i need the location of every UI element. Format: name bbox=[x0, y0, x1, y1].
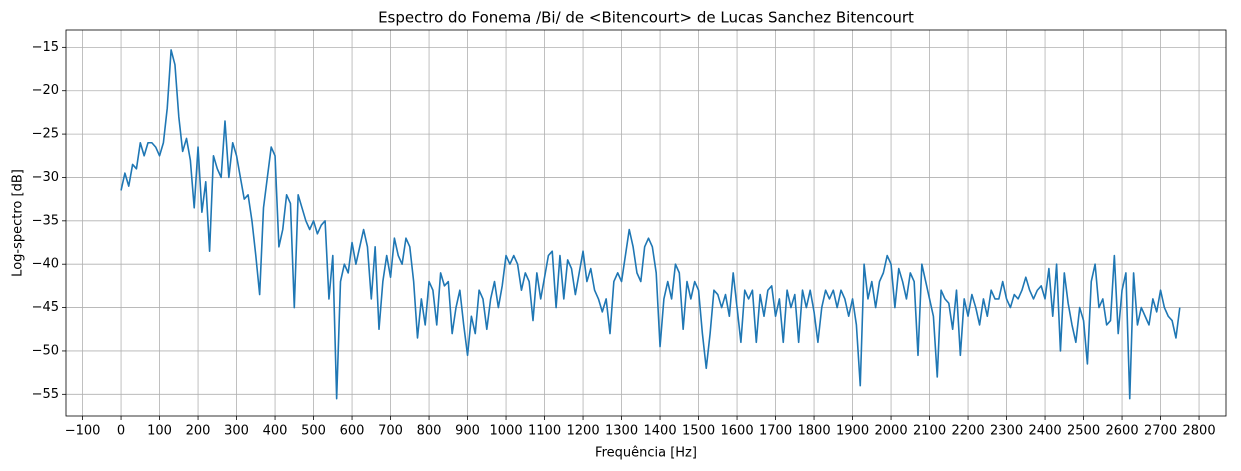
x-tick-label: 1800 bbox=[798, 424, 831, 439]
plot-frame bbox=[65, 29, 1227, 417]
x-axis-label: Frequência [Hz] bbox=[595, 446, 697, 461]
x-tick-label: 1000 bbox=[490, 424, 523, 439]
x-tick-label: 400 bbox=[263, 424, 288, 439]
y-tick-label: −40 bbox=[32, 257, 59, 272]
x-tick-label: 0 bbox=[117, 424, 125, 439]
x-tick-label: 2100 bbox=[913, 424, 946, 439]
y-tick-label: −15 bbox=[32, 40, 59, 55]
x-tick-label: −100 bbox=[65, 424, 101, 439]
x-tick-label: 2700 bbox=[1144, 424, 1177, 439]
x-tick-label: 900 bbox=[455, 424, 480, 439]
x-tick-label: 1900 bbox=[836, 424, 869, 439]
x-tick-label: 2600 bbox=[1106, 424, 1139, 439]
x-tick-label: 1700 bbox=[759, 424, 792, 439]
x-tick-label: 800 bbox=[417, 424, 442, 439]
x-tick-label: 1500 bbox=[682, 424, 715, 439]
x-tick-label: 1300 bbox=[605, 424, 638, 439]
y-tick-label: −45 bbox=[32, 300, 59, 315]
x-tick-label: 700 bbox=[378, 424, 403, 439]
x-tick-label: 1400 bbox=[644, 424, 677, 439]
x-tick-label: 2500 bbox=[1067, 424, 1100, 439]
x-tick-label: 300 bbox=[224, 424, 249, 439]
x-tick-label: 500 bbox=[301, 424, 326, 439]
x-tick-label: 2000 bbox=[875, 424, 908, 439]
y-tick-label: −55 bbox=[32, 387, 59, 402]
x-tick-label: 1200 bbox=[567, 424, 600, 439]
y-tick-label: −35 bbox=[32, 213, 59, 228]
x-tick-label: 2300 bbox=[990, 424, 1023, 439]
y-tick-label: −25 bbox=[32, 127, 59, 142]
y-tick-label: −30 bbox=[32, 170, 59, 185]
x-tick-label: 200 bbox=[186, 424, 211, 439]
x-tick-label: 2800 bbox=[1183, 424, 1216, 439]
chart-title: Espectro do Fonema /Bi/ de <Bitencourt> … bbox=[378, 9, 914, 27]
x-tick-label: 1100 bbox=[528, 424, 561, 439]
spectrum-line bbox=[120, 49, 1181, 400]
x-tick-label: 1600 bbox=[721, 424, 754, 439]
y-tick-label: −50 bbox=[32, 343, 59, 358]
y-axis-label: Log-spectro [dB] bbox=[11, 169, 26, 277]
x-tick-label: 100 bbox=[147, 424, 172, 439]
x-tick-label: 2200 bbox=[952, 424, 985, 439]
x-tick-label: 2400 bbox=[1029, 424, 1062, 439]
y-tick-label: −20 bbox=[32, 83, 59, 98]
x-tick-label: 600 bbox=[340, 424, 365, 439]
